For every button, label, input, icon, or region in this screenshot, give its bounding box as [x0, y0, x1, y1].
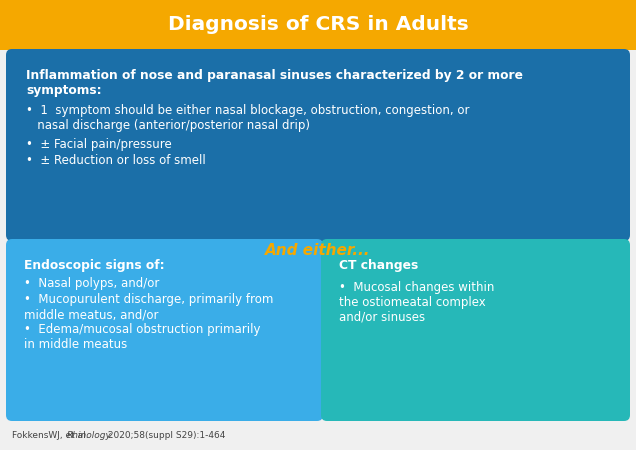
Text: Diagnosis of CRS in Adults: Diagnosis of CRS in Adults [168, 15, 468, 35]
Text: FokkensWJ, et al.: FokkensWJ, et al. [12, 432, 92, 441]
FancyBboxPatch shape [6, 239, 323, 421]
Text: Rhinology.: Rhinology. [67, 432, 114, 441]
Text: 2020;58(suppl S29):1-464: 2020;58(suppl S29):1-464 [105, 432, 225, 441]
Text: •  Nasal polyps, and/or: • Nasal polyps, and/or [24, 277, 160, 290]
Text: And either...: And either... [265, 243, 371, 258]
Text: Inflammation of nose and paranasal sinuses characterized by 2 or more: Inflammation of nose and paranasal sinus… [26, 69, 523, 82]
Text: CT changes: CT changes [339, 259, 418, 272]
Text: •  1  symptom should be either nasal blockage, obstruction, congestion, or
   na: • 1 symptom should be either nasal block… [26, 104, 469, 132]
FancyBboxPatch shape [0, 0, 636, 50]
FancyBboxPatch shape [321, 239, 630, 421]
Text: •  Mucopurulent discharge, primarily from
middle meatus, and/or: • Mucopurulent discharge, primarily from… [24, 293, 273, 321]
Text: •  Mucosal changes within
the ostiomeatal complex
and/or sinuses: • Mucosal changes within the ostiomeatal… [339, 281, 494, 324]
FancyBboxPatch shape [6, 49, 630, 241]
Text: symptoms:: symptoms: [26, 84, 102, 97]
Text: •  ± Reduction or loss of smell: • ± Reduction or loss of smell [26, 154, 206, 167]
Text: •  ± Facial pain/pressure: • ± Facial pain/pressure [26, 138, 172, 151]
Text: •  Edema/mucosal obstruction primarily
in middle meatus: • Edema/mucosal obstruction primarily in… [24, 323, 261, 351]
Text: Endoscopic signs of:: Endoscopic signs of: [24, 259, 165, 272]
